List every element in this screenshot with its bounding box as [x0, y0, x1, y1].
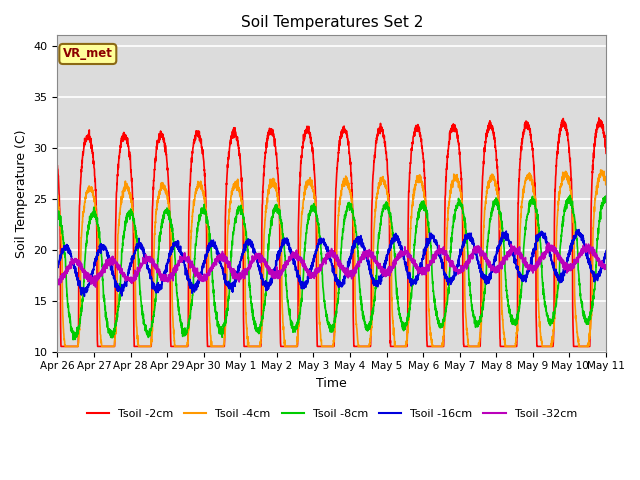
Tsoil -16cm: [477, 267, 485, 273]
Tsoil -4cm: [433, 344, 440, 349]
Tsoil -32cm: [54, 281, 61, 287]
Tsoil -16cm: [54, 264, 61, 270]
X-axis label: Time: Time: [316, 377, 347, 390]
Tsoil -8cm: [119, 242, 127, 248]
Tsoil -8cm: [602, 195, 610, 201]
Tsoil -32cm: [120, 271, 127, 277]
Line: Tsoil -16cm: Tsoil -16cm: [58, 229, 606, 296]
Tsoil -32cm: [433, 250, 440, 256]
Tsoil -2cm: [595, 115, 603, 121]
Tsoil -4cm: [602, 180, 610, 186]
Tsoil -4cm: [88, 187, 96, 192]
Tsoil -8cm: [69, 337, 77, 343]
Tsoil -8cm: [120, 236, 127, 242]
Line: Tsoil -8cm: Tsoil -8cm: [58, 195, 606, 340]
Tsoil -16cm: [119, 286, 127, 292]
Tsoil -2cm: [477, 223, 485, 229]
Legend: Tsoil -2cm, Tsoil -4cm, Tsoil -8cm, Tsoil -16cm, Tsoil -32cm: Tsoil -2cm, Tsoil -4cm, Tsoil -8cm, Tsoi…: [82, 405, 581, 423]
Title: Soil Temperatures Set 2: Soil Temperatures Set 2: [241, 15, 423, 30]
Tsoil -16cm: [575, 227, 583, 232]
Tsoil -32cm: [88, 280, 96, 286]
Tsoil -32cm: [92, 284, 99, 290]
Tsoil -16cm: [88, 270, 96, 276]
Tsoil -4cm: [597, 167, 605, 173]
Tsoil -4cm: [477, 322, 485, 327]
Tsoil -8cm: [88, 211, 96, 216]
Tsoil -16cm: [224, 284, 232, 290]
Tsoil -32cm: [477, 251, 485, 257]
Tsoil -4cm: [61, 344, 69, 349]
Line: Tsoil -32cm: Tsoil -32cm: [58, 243, 606, 287]
Text: VR_met: VR_met: [63, 48, 113, 60]
Tsoil -2cm: [602, 150, 610, 156]
Tsoil -2cm: [120, 130, 127, 136]
Tsoil -8cm: [224, 297, 232, 303]
Tsoil -4cm: [120, 186, 127, 192]
Tsoil -16cm: [602, 248, 610, 253]
Tsoil -8cm: [433, 311, 440, 317]
Line: Tsoil -4cm: Tsoil -4cm: [58, 170, 606, 347]
Tsoil -16cm: [433, 240, 440, 245]
Tsoil -32cm: [602, 263, 610, 268]
Tsoil -2cm: [433, 344, 440, 349]
Tsoil -8cm: [566, 192, 573, 198]
Tsoil -8cm: [477, 312, 485, 318]
Tsoil -2cm: [88, 148, 96, 154]
Tsoil -16cm: [120, 285, 127, 291]
Tsoil -4cm: [224, 222, 232, 228]
Tsoil -16cm: [81, 293, 88, 299]
Tsoil -32cm: [119, 270, 127, 276]
Y-axis label: Soil Temperature (C): Soil Temperature (C): [15, 129, 28, 258]
Tsoil -4cm: [119, 189, 127, 194]
Tsoil -2cm: [224, 157, 232, 163]
Tsoil -2cm: [57, 344, 65, 349]
Tsoil -4cm: [54, 197, 61, 203]
Line: Tsoil -2cm: Tsoil -2cm: [58, 118, 606, 347]
Tsoil -32cm: [224, 261, 232, 267]
Tsoil -8cm: [54, 209, 61, 215]
Tsoil -2cm: [54, 163, 61, 169]
Tsoil -32cm: [545, 240, 552, 246]
Tsoil -2cm: [119, 138, 127, 144]
